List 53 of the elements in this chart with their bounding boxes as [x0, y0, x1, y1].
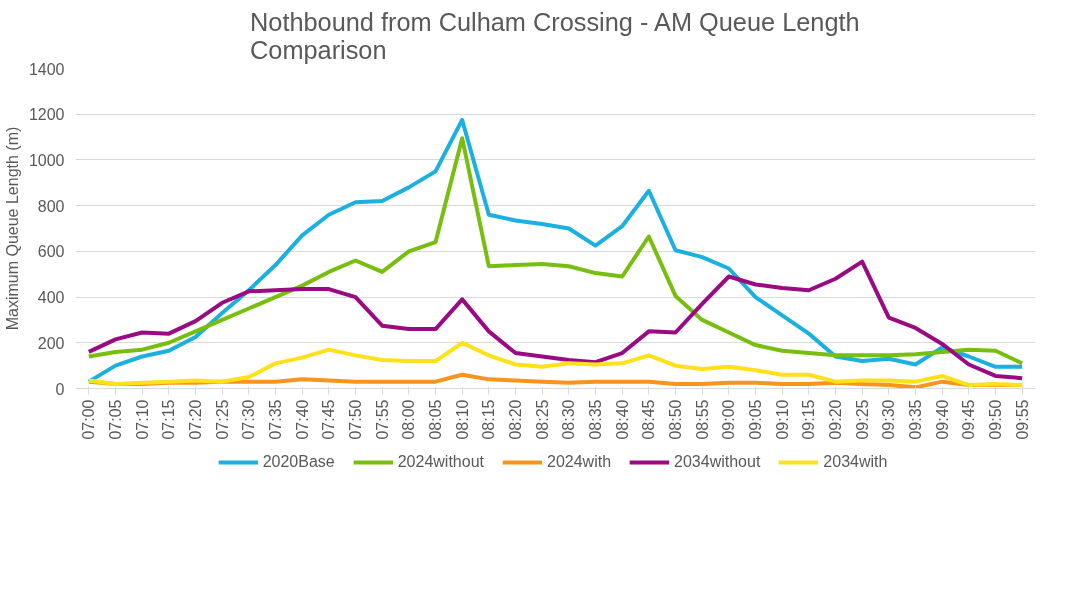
- x-tick-label: 07:35: [267, 399, 284, 440]
- x-tick-label: 09:15: [800, 399, 818, 440]
- x-tick-label: 08:55: [693, 399, 711, 440]
- x-tick-label: 07:30: [240, 399, 258, 440]
- x-tick-label: 08:20: [507, 399, 524, 440]
- y-tick-label: 800: [37, 197, 65, 215]
- x-tick-label: 08:50: [667, 399, 684, 440]
- line-series: [86, 340, 1025, 388]
- y-tick-label: 1000: [28, 151, 65, 169]
- line-series: [86, 259, 1025, 381]
- x-tick-label: 07:40: [293, 399, 311, 440]
- legend-label: 2024without: [397, 453, 484, 471]
- y-tick-label: 400: [37, 289, 65, 307]
- x-tick-label: 08:05: [427, 399, 444, 440]
- x-tick-label: 07:20: [187, 399, 204, 440]
- y-tick-label: 0: [55, 380, 65, 398]
- x-tick-label: 09:35: [907, 399, 924, 440]
- y-tick-label: 1400: [28, 60, 65, 78]
- x-tick-label: 09:40: [933, 399, 951, 440]
- x-tick-label: 07:15: [160, 399, 178, 440]
- x-tick-label: 08:40: [613, 399, 631, 440]
- x-tick-label: 07:25: [213, 399, 231, 440]
- x-tick-label: 09:20: [827, 399, 844, 440]
- x-tick-label: 08:10: [453, 399, 471, 440]
- x-tick-label: 09:10: [773, 399, 791, 440]
- x-tick-label: 07:45: [320, 399, 338, 440]
- legend-label: 2024with: [546, 453, 612, 471]
- x-tick-label: 09:50: [987, 399, 1004, 440]
- y-tick-label: 1200: [28, 106, 65, 124]
- x-tick-label: 07:00: [80, 399, 98, 440]
- x-tick-label: 08:00: [400, 399, 418, 440]
- x-tick-label: 08:25: [533, 399, 551, 440]
- x-tick-label: 07:50: [347, 399, 364, 440]
- x-tick-label: 08:30: [560, 399, 578, 440]
- y-axis-title: Maximum Queue Length (m): [3, 126, 21, 331]
- x-tick-label: 09:45: [960, 399, 978, 440]
- legend-label: 2034without: [674, 453, 761, 471]
- chart-title: Nothbound from Culham Crossing - AM Queue Length Comparison: [250, 7, 860, 64]
- x-tick-label: 08:35: [587, 399, 604, 440]
- x-tick-label: 09:30: [880, 399, 898, 440]
- x-tick-label: 07:05: [107, 399, 124, 440]
- legend-label: 2034with: [823, 453, 888, 471]
- x-tick-label: 09:00: [720, 399, 738, 440]
- x-tick-label: 09:05: [747, 399, 764, 440]
- y-tick-label: 200: [37, 334, 65, 352]
- y-tick-label: 600: [37, 243, 65, 261]
- legend-label: 2020Base: [262, 453, 335, 471]
- x-tick-label: 07:55: [373, 399, 391, 440]
- x-tick-label: 09:55: [1013, 399, 1031, 440]
- x-tick-label: 07:10: [133, 399, 151, 440]
- x-tick-label: 09:25: [853, 399, 871, 440]
- x-tick-label: 08:15: [480, 399, 498, 440]
- x-tick-label: 08:45: [640, 399, 658, 440]
